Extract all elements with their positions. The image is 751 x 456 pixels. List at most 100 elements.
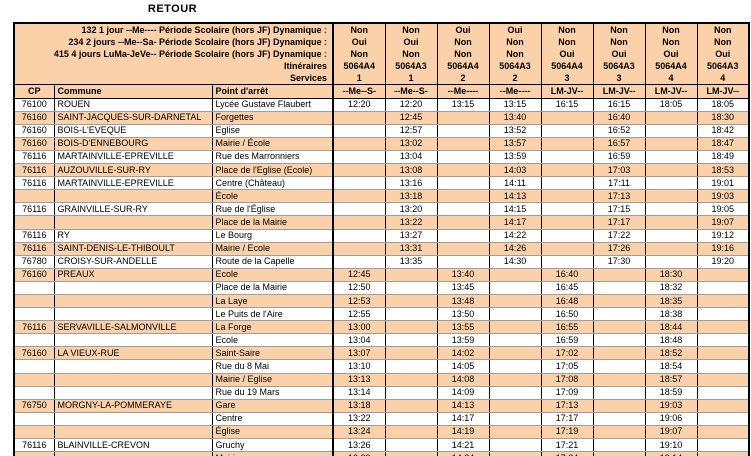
stop-cell: Mairie	[211, 451, 333, 456]
time-cell: 12:20	[332, 98, 385, 112]
time-cell	[384, 373, 437, 387]
time-cell	[436, 150, 489, 165]
time-cell	[592, 320, 645, 335]
stop-cell: Rue du 8 Mai	[211, 359, 333, 374]
time-cell: 13:50	[436, 307, 489, 322]
time-cell: 17:17	[592, 215, 645, 230]
time-cell	[592, 386, 645, 400]
period-flag: Oui	[592, 48, 645, 61]
commune-cell	[53, 281, 212, 295]
table-row: Église 13:24 14:19 17:19 19:07	[14, 425, 749, 440]
stop-cell: Lycée Gustave Flaubert	[211, 98, 333, 112]
time-cell	[488, 425, 541, 440]
time-cell	[488, 386, 541, 400]
service-number: 3	[592, 72, 645, 85]
time-cell: 13:31	[384, 242, 437, 256]
time-cell: 13:10	[332, 359, 385, 374]
stop-cell: La Forge	[211, 320, 333, 335]
time-cell	[644, 202, 697, 217]
time-cell	[488, 359, 541, 374]
time-cell: 13:04	[384, 150, 437, 165]
stop-cell: Forgettes	[211, 111, 333, 125]
period-flag: Non	[540, 23, 593, 37]
time-cell	[332, 229, 385, 243]
commune-cell: SAINT-JACQUES-SUR-DARNETAL	[53, 111, 212, 125]
time-cell	[384, 268, 437, 282]
time-cell: 13:29	[332, 451, 385, 456]
table-row: 76160 PREAUX Ecole 12:45 13:40 16:40 18:30	[14, 268, 749, 282]
time-cell: 17:21	[540, 438, 593, 453]
stop-cell: Ecole	[211, 268, 333, 282]
time-cell: 14:17	[488, 215, 541, 230]
table-row: 76160 LA VIEUX-RUE Saint-Saire 13:07 14:02 17…	[14, 346, 749, 361]
table-row: Le Puits de l'Aire 12:55 13:50 16:50 18:38	[14, 307, 749, 322]
table-row: La Laye 12:53 13:48 16:48 18:35	[14, 294, 749, 309]
time-cell: 13:27	[384, 229, 437, 243]
time-cell: 13:40	[488, 111, 541, 125]
time-cell	[436, 111, 489, 125]
time-cell	[540, 150, 593, 165]
service-number: 1	[384, 72, 437, 85]
time-cell: 17:13	[540, 399, 593, 413]
time-cell	[436, 124, 489, 138]
time-cell: 14:05	[436, 359, 489, 374]
itinerary-code: 5064A3	[592, 60, 645, 73]
time-cell: 18:05	[696, 98, 749, 112]
time-cell: 16:59	[592, 150, 645, 165]
commune-cell: PREAUX	[53, 268, 212, 282]
itinerary-code: 5064A3	[488, 60, 541, 73]
cp-cell: 76750	[14, 399, 54, 413]
time-cell	[696, 359, 749, 374]
commune-cell: BOIS-L'EVEQUE	[53, 124, 212, 138]
time-cell: 13:52	[488, 124, 541, 138]
time-cell	[696, 268, 749, 282]
service-number: 2	[488, 72, 541, 85]
time-cell	[696, 373, 749, 387]
period-flag: Non	[696, 23, 749, 37]
time-cell	[384, 346, 437, 361]
period-flag: Non	[592, 36, 645, 49]
time-cell: 19:14	[644, 451, 697, 456]
time-cell: 18:59	[644, 386, 697, 400]
time-cell	[436, 189, 489, 204]
cp-cell	[14, 294, 54, 309]
stop-cell: Le Puits de l'Aire	[211, 307, 333, 322]
time-cell	[384, 451, 437, 456]
time-cell	[332, 242, 385, 256]
stop-cell: Centre	[211, 412, 333, 426]
itinerary-code: 5064A3	[384, 60, 437, 73]
stop-cell: Gruchy	[211, 438, 333, 453]
time-cell: 12:45	[332, 268, 385, 282]
time-cell	[384, 386, 437, 400]
time-cell: 14:09	[436, 386, 489, 400]
time-cell	[592, 373, 645, 387]
time-cell	[592, 268, 645, 282]
commune-cell: SAINT-DENIS-LE-THIBOULT	[53, 242, 212, 256]
time-cell	[436, 137, 489, 151]
commune-cell: SERVAVILLE-SALMONVILLE	[53, 320, 212, 335]
time-cell: 13:08	[384, 163, 437, 178]
time-cell: 17:03	[592, 163, 645, 178]
table-row: 76116 SERVAVILLE-SALMONVILLE La Forge 13:00…	[14, 320, 749, 335]
time-cell: 18:30	[644, 268, 697, 282]
time-cell	[644, 124, 697, 138]
commune-cell	[53, 373, 212, 387]
time-cell	[488, 399, 541, 413]
table-row: 76780 CROISY-SUR-ANDELLE Route de la Capel…	[14, 255, 749, 269]
time-cell	[592, 281, 645, 295]
time-cell: 18:48	[644, 333, 697, 348]
col-header-stop: Point d'arrêt	[211, 84, 333, 99]
time-cell: 14:13	[488, 189, 541, 204]
commune-cell: MARTAINVILLE-EPREVILLE	[53, 176, 212, 191]
time-cell	[384, 294, 437, 309]
time-cell	[696, 451, 749, 456]
time-cell	[332, 150, 385, 165]
page-title: RETOUR	[147, 3, 198, 15]
time-cell	[696, 386, 749, 400]
period-flag: Non	[332, 48, 385, 61]
period-flag: Oui	[384, 36, 437, 49]
time-cell	[540, 124, 593, 138]
stop-cell: Place de la Mairie	[211, 281, 333, 295]
time-cell: 13:26	[332, 438, 385, 453]
